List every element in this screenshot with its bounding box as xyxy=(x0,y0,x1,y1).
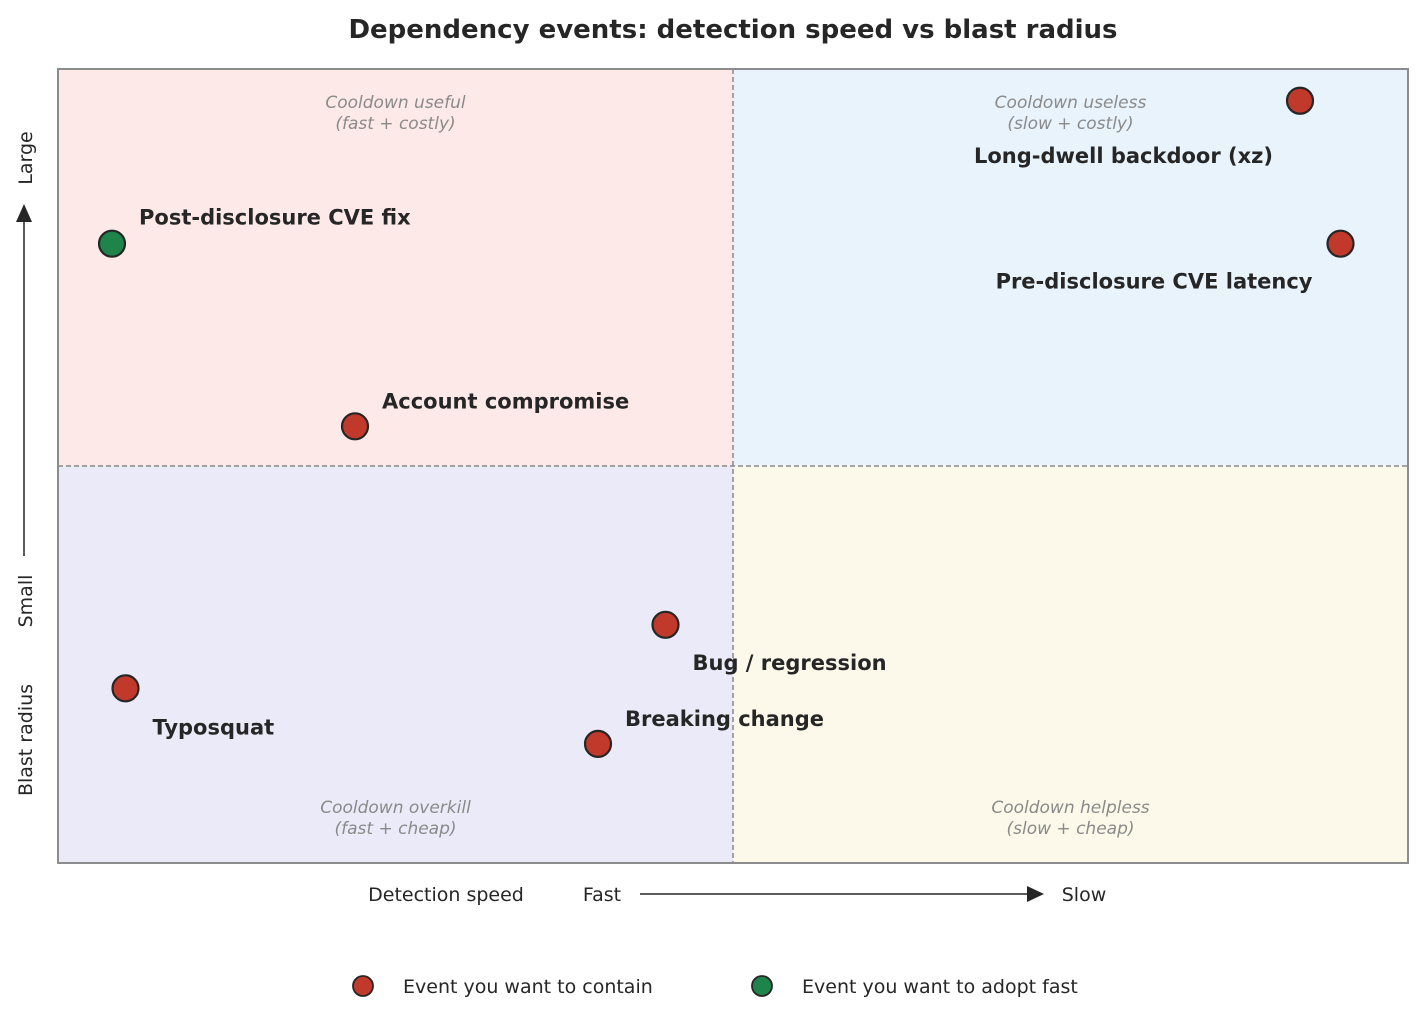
data-point xyxy=(651,610,680,639)
quadrant-top-left xyxy=(58,69,733,466)
data-point-label: Account compromise xyxy=(382,389,629,413)
data-point-label: Pre-disclosure CVE latency xyxy=(996,270,1313,294)
y-axis-high-label: Large xyxy=(15,131,37,184)
quadrant-bottom-left xyxy=(58,466,733,863)
x-arrowhead-icon xyxy=(1027,886,1044,902)
quadrant-sublabel-bottom-right: (slow + cheap) xyxy=(1007,819,1135,839)
plot-frame xyxy=(57,68,1409,864)
legend-label-adopt: Event you want to adopt fast xyxy=(802,976,1078,998)
data-point-label: Long-dwell backdoor (xz) xyxy=(974,144,1273,168)
data-point xyxy=(97,229,127,258)
x-axis-label: Detection speed xyxy=(368,884,524,906)
data-point-label: Post-disclosure CVE fix xyxy=(139,206,411,230)
data-point-label: Breaking change xyxy=(625,707,824,731)
y-axis-label: Blast radius xyxy=(15,684,37,796)
quadrant-sublabel-top-right: (slow + costly) xyxy=(1007,114,1133,134)
y-arrowhead-icon xyxy=(16,204,32,222)
data-point xyxy=(1326,229,1355,258)
data-point xyxy=(583,729,613,759)
x-axis-high-label: Slow xyxy=(1062,884,1107,906)
data-point xyxy=(1285,86,1315,115)
quadrant-bottom-right xyxy=(733,466,1408,863)
x-axis-low-label: Fast xyxy=(583,884,621,906)
data-point xyxy=(340,412,370,441)
data-point xyxy=(111,674,140,703)
quadrant-top-right xyxy=(733,69,1408,466)
quadrant-label-bottom-right: Cooldown helpless xyxy=(991,798,1149,818)
data-point-label: Typosquat xyxy=(153,715,275,739)
legend-marker-contain xyxy=(352,975,374,997)
chart-title: Dependency events: detection speed vs bl… xyxy=(348,15,1117,45)
legend-label-contain: Event you want to contain xyxy=(403,976,653,998)
legend: Event you want to contain Event you want… xyxy=(352,975,1078,998)
quadrant-label-bottom-left: Cooldown overkill xyxy=(320,798,471,818)
quadrant-label-top-right: Cooldown useless xyxy=(995,93,1147,113)
y-axis-low-label: Small xyxy=(15,575,37,628)
quadrant-label-top-left: Cooldown useful xyxy=(325,93,466,113)
legend-marker-adopt xyxy=(751,975,773,997)
data-point-label: Bug / regression xyxy=(693,651,887,675)
quadrant-sublabel-top-left: (fast + costly) xyxy=(335,114,455,134)
quadrant-sublabel-bottom-left: (fast + cheap) xyxy=(334,819,456,839)
